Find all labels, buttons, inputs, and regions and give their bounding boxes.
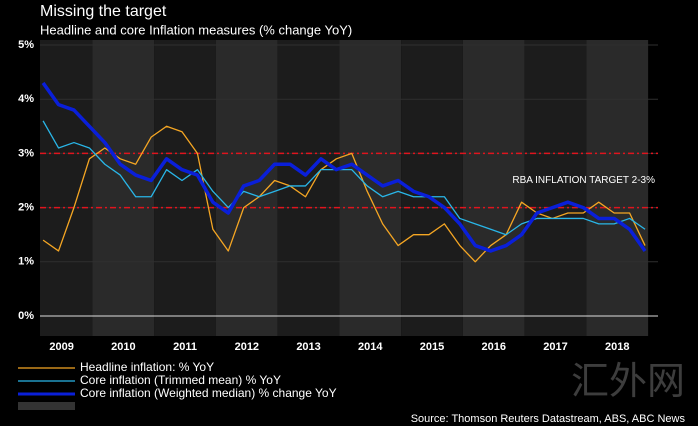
watermark: 汇外网 [571,361,685,403]
year-band [524,40,587,336]
chart-title: Missing the target [40,3,167,20]
year-band [462,40,525,336]
x-tick-label: 2013 [296,341,320,353]
legend-label: Core inflation (Weighted median) % chang… [80,386,337,400]
x-tick-label: 2010 [111,341,135,353]
series-line [42,120,646,236]
y-tick-label: 1% [18,256,34,268]
source: Source: Thomson Reuters Datastream, ABS,… [411,413,686,425]
x-tick-label: 2016 [482,341,506,353]
chart-subtitle: Headline and core Inflation measures (% … [40,22,352,37]
x-tick-label: 2017 [543,341,567,353]
x-tick-label: 2015 [420,341,444,353]
x-tick-label: 2011 [173,341,197,353]
x-tick-label: 2012 [235,341,259,353]
y-tick-label: 2% [18,202,34,214]
series-line [41,81,647,253]
legend-label: Core inflation (Trimmed mean) % YoY [80,373,281,387]
year-band [586,40,649,336]
y-tick-label: 3% [18,147,34,159]
year-band [277,40,340,336]
year-band [92,40,155,336]
year-band [215,40,278,336]
x-tick-label: 2018 [605,341,629,353]
legend-swatch-blank [18,402,75,410]
legend-label: Headline inflation: % YoY [80,360,214,374]
annotation: RBA INFLATION TARGET 2-3% [512,175,655,186]
year-band [40,40,93,336]
x-tick-label: 2014 [358,341,383,353]
series-line [42,125,646,263]
y-tick-label: 4% [18,93,34,105]
y-tick-label: 0% [18,310,34,322]
x-tick-label: 2009 [49,341,73,353]
y-tick-label: 5% [18,39,34,51]
